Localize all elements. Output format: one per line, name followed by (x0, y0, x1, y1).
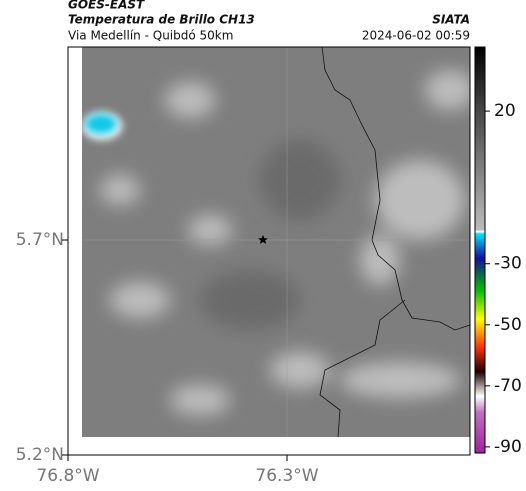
colorbar-tick-label: -50 (494, 315, 522, 335)
timestamp: 2024-06-02 00:59 (362, 29, 470, 43)
city-marker (258, 235, 268, 244)
location: Via Medellín - Quibdó 50km (68, 29, 233, 43)
lon-label: 76.8°W (36, 466, 99, 486)
product: Temperatura de Brillo CH13 (68, 13, 255, 27)
source: GOES-EAST (68, 0, 145, 12)
colorbar-tick-label: -30 (494, 254, 522, 274)
satellite-image (82, 47, 470, 437)
lon-label: 76.3°W (255, 466, 318, 486)
colorbar (474, 46, 486, 454)
colorbar-tick-label: -70 (494, 376, 522, 396)
colorbar-tick-label: -90 (494, 437, 522, 457)
colorbar-tick-label: 20 (494, 101, 516, 121)
lat-label: 5.2°N (16, 445, 64, 465)
brand: SIATA (432, 13, 470, 27)
lat-label: 5.7°N (16, 230, 64, 250)
